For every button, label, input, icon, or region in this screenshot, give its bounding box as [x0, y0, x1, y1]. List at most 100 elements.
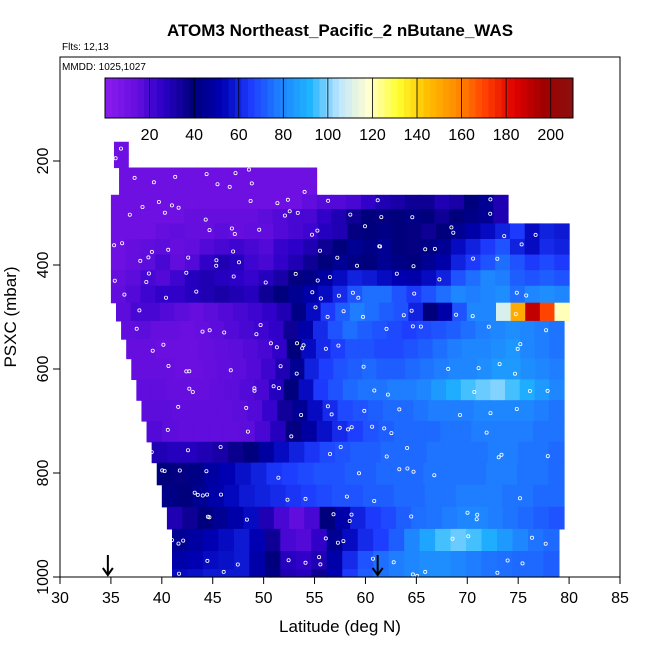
heatmap-cell — [388, 551, 405, 570]
sample-dot — [335, 540, 340, 545]
sample-dot — [527, 388, 532, 393]
sample-dot — [119, 146, 124, 151]
sample-dot — [204, 172, 209, 177]
heatmap-cell — [450, 551, 467, 570]
heatmap-cell — [228, 194, 244, 210]
heatmap-cell — [332, 270, 348, 287]
heatmap-cell — [539, 270, 555, 287]
colorbar-swatch — [456, 78, 463, 118]
sample-dot — [411, 264, 416, 269]
colorbar-swatch — [566, 78, 574, 118]
heatmap-cell — [380, 506, 397, 530]
heatmap-cell — [218, 569, 235, 578]
heatmap-cell — [342, 569, 359, 578]
colorbar-tick-label: 140 — [404, 127, 431, 144]
heatmap-cell — [548, 421, 565, 443]
heatmap-cell — [426, 441, 443, 464]
sample-dot — [299, 412, 304, 417]
heatmap-cell — [209, 320, 226, 340]
heatmap-cell — [224, 320, 240, 340]
heatmap-cell — [426, 506, 443, 530]
heatmap-cell — [342, 551, 359, 570]
colorbar-swatch — [280, 78, 288, 118]
heatmap-cell — [373, 528, 390, 552]
heatmap-cell — [247, 400, 263, 422]
heatmap-cell — [543, 569, 560, 578]
heatmap-cell — [554, 270, 570, 287]
sample-dot — [134, 326, 139, 331]
sample-dot — [169, 538, 174, 543]
sample-dot — [303, 560, 308, 565]
sample-dot — [313, 305, 318, 310]
heatmap-cell — [398, 400, 414, 422]
sample-dot — [327, 275, 332, 280]
heatmap-cell — [539, 254, 555, 271]
heatmap-cell — [497, 569, 514, 578]
heatmap-cell — [261, 358, 277, 380]
heatmap-cell — [172, 551, 189, 570]
heatmap-cell — [396, 506, 412, 530]
heatmap-cell — [435, 551, 452, 570]
heatmap-cell — [231, 180, 247, 196]
colorbar-swatch — [462, 78, 470, 118]
heatmap-cell — [533, 421, 550, 443]
heatmap-cell — [319, 441, 336, 464]
heatmap-cell — [125, 270, 142, 287]
heatmap-cell — [495, 239, 511, 256]
heatmap-cell — [486, 421, 503, 443]
colorbar-swatch — [248, 78, 255, 118]
heatmap-cell — [405, 358, 421, 380]
heatmap-cell — [342, 320, 358, 340]
heatmap-cell — [331, 194, 347, 210]
heatmap-cell — [436, 239, 452, 256]
heatmap-cell — [331, 484, 349, 508]
heatmap-cell — [243, 209, 259, 224]
sample-dot — [138, 258, 143, 263]
sample-dot — [341, 539, 346, 544]
sample-dot — [484, 430, 489, 435]
heatmap-cell — [403, 339, 419, 360]
heatmap-cell — [264, 551, 281, 570]
colorbar-swatch — [404, 78, 411, 118]
heatmap-cell — [311, 569, 328, 578]
heatmap-cell — [165, 379, 182, 401]
heatmap-cell — [334, 441, 351, 464]
sample-dot — [347, 519, 352, 524]
sample-dot — [246, 167, 251, 172]
sample-dot — [205, 492, 210, 497]
heatmap-cell — [313, 379, 329, 401]
heatmap-cell — [197, 441, 214, 464]
colorbar-swatch — [163, 78, 171, 118]
sample-dot — [476, 366, 481, 371]
heatmap-cell — [224, 379, 241, 401]
heatmap-cell — [228, 506, 244, 530]
heatmap-cell — [140, 194, 156, 210]
heatmap-cell — [266, 462, 283, 486]
colorbar-swatch — [150, 78, 158, 118]
heatmap-cell — [491, 339, 507, 360]
heatmap-cell — [406, 239, 422, 256]
heatmap-cell — [180, 320, 196, 340]
heatmap-cell — [174, 358, 190, 380]
heatmap-cell — [199, 194, 215, 210]
sample-dot — [370, 556, 375, 561]
heatmap-cell — [258, 285, 275, 304]
heatmap-cell — [270, 421, 287, 443]
sample-dot — [411, 469, 416, 474]
heatmap-cell — [203, 358, 219, 380]
heatmap-cell — [184, 194, 200, 210]
colorbar-swatch — [183, 78, 190, 118]
sample-dot — [286, 558, 291, 563]
heatmap-cell — [280, 528, 297, 552]
sample-dot — [222, 330, 227, 335]
heatmap-cell — [527, 569, 545, 578]
heatmap-cell — [436, 285, 452, 304]
heatmap-cell — [517, 484, 534, 508]
heatmap-cell — [257, 194, 274, 210]
sample-dot — [470, 314, 475, 319]
heatmap-cell — [182, 441, 199, 464]
colorbar-swatch — [488, 78, 496, 118]
heatmap-cell — [262, 400, 278, 422]
heatmap-cell — [202, 569, 220, 578]
sample-dot — [471, 256, 476, 261]
